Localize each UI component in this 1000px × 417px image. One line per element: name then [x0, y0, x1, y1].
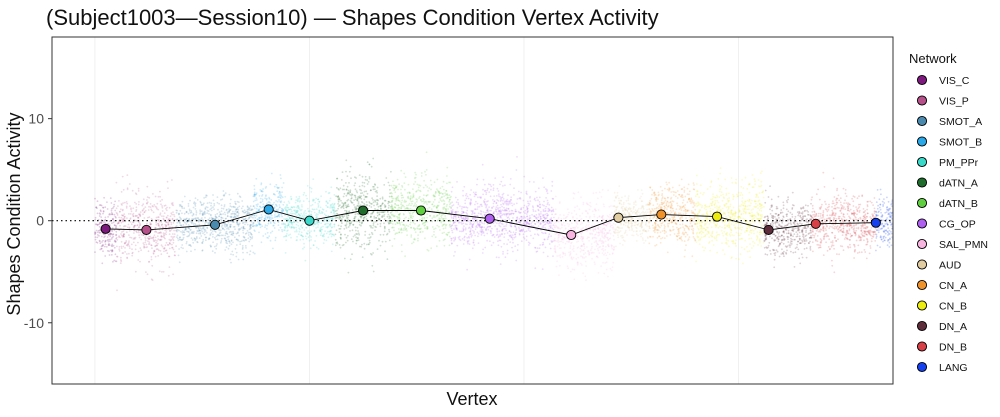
- legend-swatch: [916, 341, 928, 352]
- legend-label: SMOT_A: [939, 116, 982, 128]
- cloud-vis-p: [115, 174, 178, 292]
- y-axis-title: Shapes Condition Activity: [4, 112, 24, 315]
- legend-item-cg-op: CG_OP: [916, 218, 976, 231]
- legend-item-smot-a: SMOT_A: [916, 115, 982, 128]
- mean-point-aud: [613, 212, 624, 223]
- legend-title: Network: [909, 51, 957, 66]
- legend-swatch: [916, 115, 928, 127]
- mean-point-vis-p: [141, 224, 152, 235]
- legend-item-dn-a: DN_A: [916, 320, 967, 333]
- vertical-gridlines: [94, 37, 739, 384]
- mean-point-dn-b: [810, 218, 821, 229]
- y-axis: -10 0 10: [24, 111, 52, 331]
- legend-swatch: [916, 300, 928, 311]
- legend-label: SMOT_B: [939, 137, 982, 149]
- legend-label: CN_A: [939, 280, 967, 292]
- mean-point-dn-a: [763, 224, 774, 235]
- legend-item-vis-c: VIS_C: [916, 74, 970, 87]
- mean-point-smot-b: [263, 204, 274, 215]
- legend-swatch: [916, 95, 928, 106]
- y-tick-label-2: 10: [28, 111, 44, 127]
- mean-point-datn-b: [415, 205, 427, 216]
- legend-swatch: [916, 197, 928, 209]
- mean-point-sal-pmn: [566, 229, 577, 241]
- cloud-dn-a: [763, 185, 813, 269]
- mean-point-cn-a: [656, 209, 667, 220]
- legend-label: dATN_A: [939, 178, 978, 190]
- legend-swatch: [916, 218, 928, 229]
- legend-item-pm-ppr: PM_PPr: [916, 156, 979, 169]
- legend-item-datn-a: dATN_A: [916, 177, 978, 190]
- plot-background: [52, 37, 893, 384]
- legend-item-dn-b: DN_B: [916, 341, 967, 354]
- legend-label: SAL_PMN: [939, 239, 988, 251]
- plot-panel: [51, 36, 894, 385]
- legend-swatch: [916, 279, 928, 291]
- legend-item-aud: AUD: [916, 259, 962, 272]
- legend-swatch: [916, 177, 928, 188]
- mean-point-cg-op: [484, 213, 495, 224]
- legend-label: DN_A: [939, 321, 967, 333]
- mean-point-lang: [870, 217, 881, 228]
- legend-swatch: [916, 156, 928, 168]
- mean-point-datn-a: [358, 205, 369, 216]
- mean-points: [100, 204, 881, 241]
- legend-label: CN_B: [939, 301, 967, 313]
- legend-label: VIS_P: [939, 96, 969, 108]
- legend-label: DN_B: [939, 342, 967, 354]
- cloud-cn-a: [648, 178, 697, 258]
- legend-swatch: [916, 238, 928, 250]
- cloud-smot-a: [175, 190, 255, 264]
- mean-point-pm-ppr: [304, 215, 315, 226]
- legend-swatch: [916, 259, 928, 270]
- legend-item-cn-a: CN_A: [916, 279, 967, 292]
- mean-point-cn-b: [712, 211, 723, 222]
- y-tick-label-0: -10: [24, 315, 44, 331]
- legend-item-lang: LANG: [916, 361, 968, 374]
- legend-swatch: [916, 361, 928, 373]
- legend-swatch: [916, 136, 928, 147]
- legend-label: AUD: [939, 260, 962, 272]
- legend-item-sal-pmn: SAL_PMN: [916, 238, 988, 251]
- chart-title: (Subject1003—Session10) — Shapes Conditi…: [46, 5, 659, 30]
- legend-item-cn-b: CN_B: [916, 300, 967, 313]
- cloud-datn-a: [334, 157, 392, 274]
- x-axis-title: Vertex: [446, 389, 497, 409]
- legend-label: dATN_B: [939, 198, 978, 210]
- legend-label: VIS_C: [939, 75, 970, 87]
- legend-label: CG_OP: [939, 219, 976, 231]
- legend-swatch: [916, 74, 928, 86]
- legend-swatch: [916, 320, 928, 332]
- mean-point-smot-a: [210, 219, 221, 230]
- legend-label: PM_PPr: [939, 157, 979, 169]
- plot-border: [51, 36, 894, 385]
- legend-item-smot-b: SMOT_B: [916, 136, 982, 149]
- legend-item-datn-b: dATN_B: [916, 197, 978, 210]
- legend-label: LANG: [939, 362, 968, 374]
- y-tick-label-1: 0: [36, 213, 44, 229]
- mean-point-vis-c: [100, 223, 111, 234]
- legend-item-vis-p: VIS_P: [916, 95, 969, 108]
- legend: Network VIS_C VIS_P SMOT_A SMOT_B PM_PPr dATN…: [909, 51, 988, 374]
